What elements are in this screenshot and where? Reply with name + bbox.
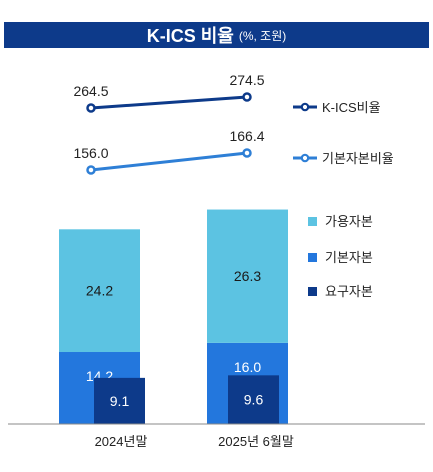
bar-legend-label-3: 요구자본 [325, 284, 373, 299]
chart-title: K-ICS 비율 [146, 26, 234, 46]
bar-yogu-value-1: 9.1 [110, 393, 130, 409]
chart-title-unit: (%, 조원) [238, 28, 287, 43]
line-point-2-1 [86, 165, 96, 175]
bar-gayong-value-1: 24.2 [86, 283, 113, 299]
line-value-label-2-1: 156.0 [73, 145, 108, 161]
bar-legend-swatch-2 [308, 253, 317, 262]
bar-yogu-1 [94, 377, 145, 424]
bar-gibon-value-2: 16.0 [234, 359, 261, 375]
bar-gayong-1 [59, 229, 140, 353]
line-point-2-2 [242, 148, 252, 158]
bar-gayong-value-2: 26.3 [234, 268, 261, 284]
bar-legend-swatch-3 [308, 287, 317, 296]
bar-legend-label-2: 기본자본 [325, 250, 373, 265]
line-legend-label-1: K-ICS비율 [322, 100, 381, 115]
line-value-label-2-2: 166.4 [229, 128, 264, 144]
line-point-1-1 [86, 103, 96, 113]
line-value-label-1-1: 264.5 [73, 83, 108, 99]
x-tick-label-2: 2025년 6월말 [218, 434, 294, 449]
bar-legend-swatch-1 [308, 217, 317, 226]
bar-yogu-2 [228, 375, 279, 424]
bar-yogu-value-2: 9.6 [244, 392, 264, 408]
bar-gayong-2 [207, 209, 288, 343]
line-legend-label-2: 기본자본비율 [322, 151, 394, 166]
line-series-2 [90, 151, 248, 172]
line-value-label-1-2: 274.5 [229, 72, 264, 88]
bar-legend-label-1: 가용자본 [325, 214, 373, 229]
line-point-1-2 [242, 92, 252, 102]
line-series-1 [90, 95, 248, 110]
line-legend-marker-2 [300, 153, 310, 163]
x-tick-label-1: 2024년말 [95, 434, 148, 449]
line-legend-marker-1 [300, 102, 310, 112]
chart-title-bar: K-ICS 비율 (%, 조원) [4, 22, 429, 48]
